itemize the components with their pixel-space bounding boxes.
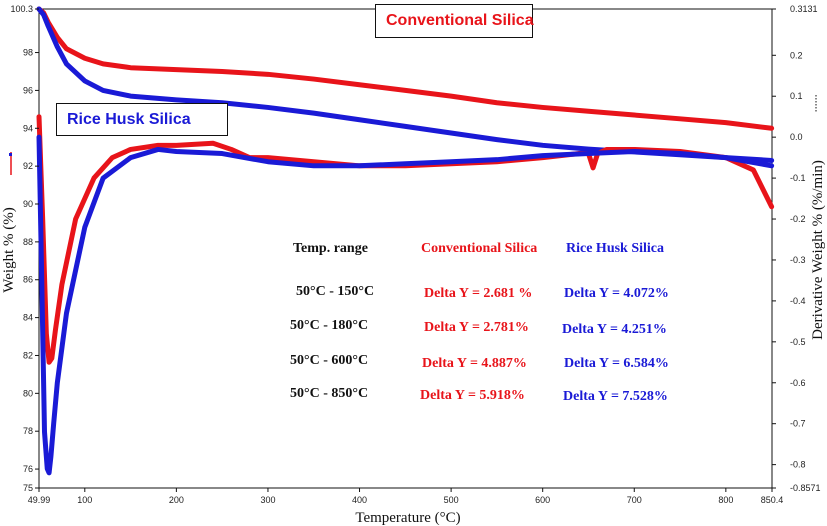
conventional-silica-label: Conventional Silica (375, 4, 534, 38)
x-tick-label: 700 (627, 495, 642, 505)
right-y-axis-title: Derivative Weight % (%/min) (810, 160, 826, 340)
right-y-tick-label: 0.1 (790, 91, 803, 101)
left-y-ticks-group: 100.3 98 96 94 92 90 88 86 84 82 80 78 76 75 (10, 4, 39, 493)
table-row-rice-husk: Delta Y = 4.072% (564, 286, 669, 301)
left-y-tick-label: 80 (23, 388, 33, 398)
right-y-tick-label: -0.3 (790, 255, 806, 265)
left-y-tick-label: 75 (23, 483, 33, 493)
conventional-silica-weight-line (36, 6, 775, 131)
right-y-tick-label: -0.8571 (790, 483, 821, 493)
right-y-tick-label: 0.0 (790, 132, 803, 142)
left-y-tick-label: 86 (23, 275, 33, 285)
table-row-range: 50°C - 150°C (296, 284, 375, 299)
right-y-tick-label: -0.4 (790, 296, 806, 306)
table-row-conventional: Delta Y = 2.681 % (424, 286, 533, 301)
table-row-rice-husk: Delta Y = 6.584% (564, 356, 669, 371)
rice-husk-silica-derivative-line (36, 134, 775, 476)
left-y-tick-label: 76 (23, 464, 33, 474)
left-y-tick-label: 84 (23, 313, 33, 323)
left-y-axis-title: Weight % (%) (1, 207, 17, 292)
left-y-tick-label: 92 (23, 161, 33, 171)
table-row-range: 50°C - 180°C (290, 318, 369, 333)
x-tick-label: 500 (444, 495, 459, 505)
left-y-tick-label: 88 (23, 237, 33, 247)
right-y-tick-label: -0.5 (790, 337, 806, 347)
right-y-tick-label: -0.8 (790, 460, 806, 470)
x-tick-label: 300 (260, 495, 275, 505)
table-row-range: 50°C - 850°C (290, 386, 369, 401)
left-y-tick-label: 90 (23, 199, 33, 209)
table-header-range: Temp. range (293, 241, 368, 256)
right-y-tick-label: 0.2 (790, 50, 803, 60)
table-row-range: 50°C - 600°C (290, 353, 369, 368)
right-y-tick-label: -0.7 (790, 419, 806, 429)
table-row-conventional: Delta Y = 2.781% (424, 320, 529, 335)
right-y-tick-label: -0.6 (790, 378, 806, 388)
right-y-tick-label: -0.2 (790, 214, 806, 224)
right-y-tick-label: -0.1 (790, 173, 806, 183)
left-y-tick-label: 98 (23, 48, 33, 58)
x-tick-label: 400 (352, 495, 367, 505)
rice-husk-silica-label: Rice Husk Silica (56, 103, 228, 136)
left-y-tick-label: 94 (23, 123, 33, 133)
x-tick-label: 200 (169, 495, 184, 505)
x-axis-title: Temperature (°C) (355, 510, 460, 526)
left-y-tick-label: 100.3 (10, 4, 33, 14)
x-ticks-group: 49.99 100 200 300 400 500 600 700 800 850.4 (28, 488, 784, 505)
left-axis-legend-marker (9, 153, 12, 156)
table-row-rice-husk: Delta Y = 4.251% (562, 322, 667, 337)
x-tick-label: 100 (77, 495, 92, 505)
table-header-rice-husk: Rice Husk Silica (566, 241, 665, 256)
x-tick-label: 800 (718, 495, 733, 505)
left-y-tick-label: 78 (23, 426, 33, 436)
x-tick-label: 850.4 (761, 495, 784, 505)
table-row-conventional: Delta Y = 5.918% (420, 388, 525, 403)
right-y-tick-label: 0.3131 (790, 4, 818, 14)
x-tick-label: 600 (535, 495, 550, 505)
table-header-conventional: Conventional Silica (421, 241, 538, 256)
table-row-rice-husk: Delta Y = 7.528% (563, 389, 668, 404)
left-y-tick-label: 96 (23, 85, 33, 95)
x-tick-label: 49.99 (28, 495, 51, 505)
table-row-conventional: Delta Y = 4.887% (422, 356, 527, 371)
curves-group (36, 6, 775, 476)
left-y-tick-label: 82 (23, 350, 33, 360)
right-y-ticks-group: 0.3131 0.2 0.1 0.0 -0.1 -0.2 -0.3 -0.4 -0.5 -0.6 -… (772, 4, 821, 493)
